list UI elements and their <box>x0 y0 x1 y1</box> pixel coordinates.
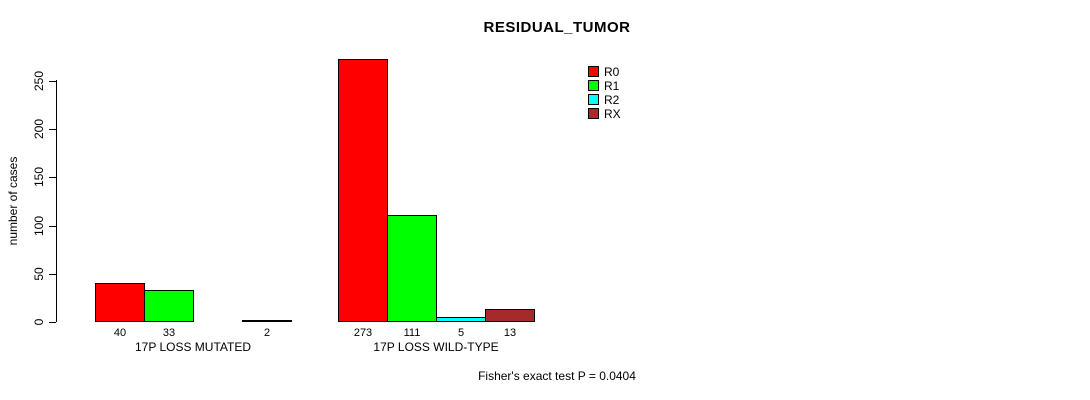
y-axis-tick <box>49 274 56 275</box>
bar-r1-group2 <box>387 215 437 322</box>
bar-value-rx-group1: 2 <box>263 327 271 339</box>
stat-annotation: Fisher's exact test P = 0.0404 <box>478 369 636 383</box>
chart-title: RESIDUAL_TUMOR <box>483 19 631 36</box>
legend-label-r0: R0 <box>604 65 620 79</box>
bar-value-r1-group1: 33 <box>162 327 176 339</box>
bar-rx-group1 <box>242 320 292 322</box>
legend-swatch-r2 <box>588 94 599 105</box>
legend-label-rx: RX <box>604 107 621 121</box>
legend-swatch-r1 <box>588 80 599 91</box>
bar-value-r2-group2: 5 <box>457 327 465 339</box>
bar-r2-group2 <box>436 317 486 322</box>
y-axis-tick-label: 250 <box>32 70 46 92</box>
bar-r0-group1 <box>95 283 145 322</box>
y-axis-tick-label: 100 <box>32 215 46 237</box>
bar-value-r0-group1: 40 <box>113 327 127 339</box>
y-axis-tick <box>49 226 56 227</box>
y-axis-tick <box>49 129 56 130</box>
y-axis-tick <box>49 81 56 82</box>
bar-rx-group2 <box>485 309 535 322</box>
y-axis-label: number of cases <box>6 156 20 246</box>
legend-swatch-rx <box>588 108 599 119</box>
bar-r0-group2 <box>338 59 388 322</box>
y-axis-tick-label: 50 <box>32 267 46 281</box>
y-axis-tick-label: 200 <box>32 118 46 140</box>
y-axis-tick-label: 0 <box>32 318 46 326</box>
y-axis-tick-label: 150 <box>32 166 46 188</box>
bar-value-r1-group2: 111 <box>403 327 421 339</box>
legend-swatch-r0 <box>588 66 599 77</box>
y-axis-tick <box>49 322 56 323</box>
legend-label-r2: R2 <box>604 93 620 107</box>
y-axis-line <box>56 80 57 322</box>
legend-label-r1: R1 <box>604 79 620 93</box>
category-label-group2: 17P LOSS WILD-TYPE <box>373 340 499 354</box>
bar-value-r0-group2: 273 <box>353 327 373 339</box>
bar-r1-group1 <box>144 290 194 322</box>
y-axis-tick <box>49 177 56 178</box>
category-label-group1: 17P LOSS MUTATED <box>134 340 252 354</box>
bar-value-rx-group2: 13 <box>503 327 517 339</box>
